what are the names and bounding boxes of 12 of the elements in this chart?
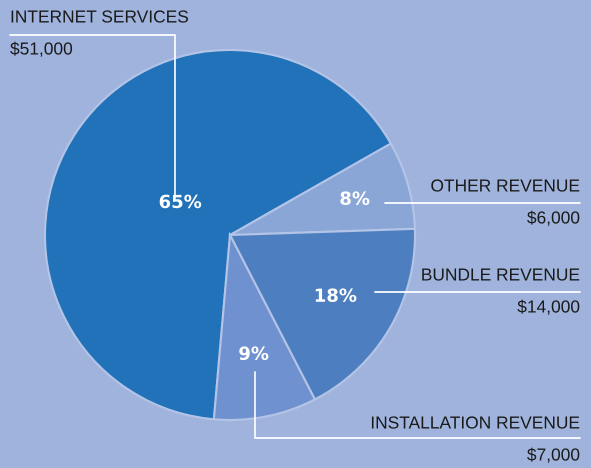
slice-label: INTERNET SERVICES xyxy=(12,10,188,23)
text: 9% xyxy=(239,346,268,360)
data-label: $7,000 xyxy=(527,448,580,463)
data-label: $51,000 xyxy=(10,42,72,57)
data-label: $14,000 xyxy=(517,300,580,315)
text: 18% xyxy=(316,288,356,302)
slice-label: OTHER REVENUE xyxy=(431,179,580,192)
slice-label: INSTALLATION REVENUE xyxy=(372,416,580,429)
text: 65% xyxy=(160,194,202,208)
data-label: $6,000 xyxy=(527,210,580,226)
slice-label: BUNDLE REVENUE xyxy=(422,268,580,281)
text: 8% xyxy=(340,191,370,206)
